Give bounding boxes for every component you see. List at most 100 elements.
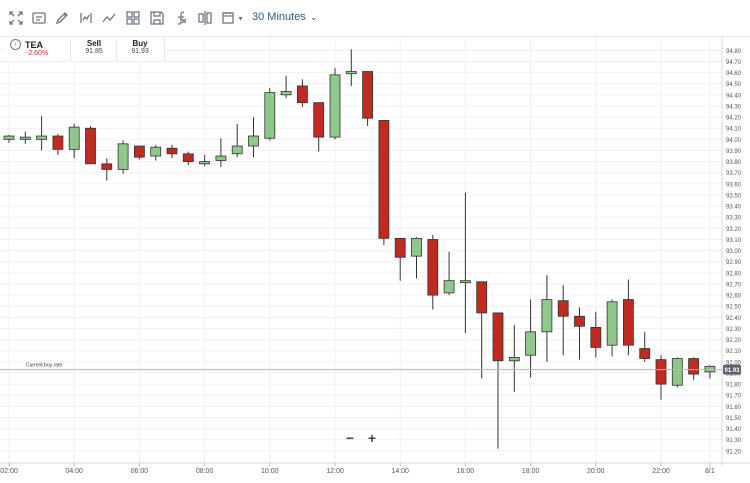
candle-down xyxy=(639,348,651,359)
y-tick-label: 94.80 xyxy=(726,49,742,55)
y-tick-label: 92.20 xyxy=(726,338,742,344)
candle-down xyxy=(296,85,308,104)
candle-up xyxy=(411,237,422,257)
y-tick-label: 93.40 xyxy=(726,205,742,211)
x-tick-label: 22:00 xyxy=(652,468,670,475)
fullscreen-icon[interactable] xyxy=(7,9,25,27)
x-tick-label: 8/1 xyxy=(705,468,715,475)
y-tick-label: 94.20 xyxy=(726,116,742,122)
chart-type-icon[interactable] xyxy=(100,9,118,27)
candle-up xyxy=(3,135,15,140)
x-tick-label: 12:00 xyxy=(326,468,344,475)
compare-icon[interactable] xyxy=(196,9,214,27)
y-tick-label: 94.70 xyxy=(726,60,742,66)
y-tick-label: 91.40 xyxy=(726,427,742,433)
candle-down xyxy=(492,312,504,362)
screenshot-icon[interactable] xyxy=(30,9,48,27)
x-tick-label: 08:00 xyxy=(196,468,214,475)
candle-up xyxy=(215,155,227,161)
x-tick-label: 18:00 xyxy=(522,468,540,475)
x-tick-label: 10:00 xyxy=(261,468,279,475)
candle-down xyxy=(590,326,602,348)
y-tick-label: 92.70 xyxy=(726,282,742,288)
draw-icon[interactable] xyxy=(53,9,71,27)
y-tick-label: 93.20 xyxy=(726,227,742,233)
calendar-icon[interactable]: ▾ xyxy=(220,9,244,27)
change-percent: -2.60% xyxy=(26,50,49,57)
y-tick-label: 91.50 xyxy=(726,416,742,422)
save-icon[interactable] xyxy=(148,9,166,27)
toolbar: ▾ 30 Minutes ⌄ xyxy=(0,0,750,37)
y-tick-label: 92.90 xyxy=(726,260,742,266)
candle-up xyxy=(36,135,47,140)
candle-up xyxy=(280,91,292,96)
candle-up xyxy=(19,136,31,140)
buy-label: Buy xyxy=(132,39,148,48)
buy-value: 91.93 xyxy=(131,48,149,55)
sell-button[interactable]: Sell 91.85 xyxy=(70,39,117,61)
y-tick-label: 93.50 xyxy=(726,193,742,199)
zoom-out-button[interactable]: − xyxy=(345,430,355,446)
y-tick-label: 93.80 xyxy=(726,160,742,166)
interval-dropdown[interactable]: 30 Minutes ⌄ xyxy=(252,11,317,23)
candle-up xyxy=(199,161,211,165)
candle-down xyxy=(362,71,374,119)
candle-down xyxy=(476,281,488,314)
candle-up xyxy=(525,331,536,356)
candle-up xyxy=(329,74,341,138)
y-tick-label: 93.00 xyxy=(726,249,742,255)
y-tick-label: 93.60 xyxy=(726,182,742,188)
candle-up xyxy=(541,299,553,333)
x-tick-label: 14:00 xyxy=(391,468,409,475)
y-tick-label: 91.70 xyxy=(726,394,742,400)
y-tick-label: 91.80 xyxy=(726,383,742,389)
y-tick-label: 93.10 xyxy=(726,238,742,244)
buy-button[interactable]: Buy 91.93 xyxy=(116,39,163,61)
current-rate-value: 91.93 xyxy=(724,368,740,374)
current-rate-badge xyxy=(723,364,741,375)
y-tick-label: 94.00 xyxy=(726,138,742,144)
y-tick-label: 92.00 xyxy=(726,360,742,366)
zoom-in-button[interactable]: + xyxy=(367,430,377,446)
current-rate-label: Current buy rate xyxy=(26,363,62,369)
candle-down xyxy=(557,300,569,317)
candle-down xyxy=(427,239,439,296)
candle-up xyxy=(231,145,243,155)
quote-panel: i TEA -2.60% Sell 91.85 Buy 91.93 xyxy=(4,37,165,61)
candle-down xyxy=(133,145,145,158)
candle-up xyxy=(68,126,80,150)
x-tick-label: 20:00 xyxy=(587,468,605,475)
candle-up xyxy=(117,143,129,170)
x-tick-label: 06:00 xyxy=(131,468,149,475)
candle-up xyxy=(443,280,455,294)
indicator-icon[interactable] xyxy=(77,9,95,27)
y-tick-label: 94.60 xyxy=(726,71,742,77)
candle-down xyxy=(313,102,325,138)
sell-value: 91.85 xyxy=(85,48,103,55)
candle-down xyxy=(688,358,699,375)
candle-down xyxy=(166,147,178,155)
candle-down xyxy=(85,127,96,165)
candle-down xyxy=(574,315,585,327)
candle-up xyxy=(248,135,259,147)
y-tick-label: 91.20 xyxy=(726,449,742,455)
candle-up xyxy=(606,301,618,346)
candle-up xyxy=(704,365,716,373)
formula-icon[interactable] xyxy=(172,9,190,27)
candle-down xyxy=(655,359,667,385)
chevron-down-icon: ⌄ xyxy=(309,11,318,22)
y-tick-label: 93.70 xyxy=(726,171,742,177)
candle-up xyxy=(150,146,162,157)
y-tick-label: 93.90 xyxy=(726,149,742,155)
y-tick-label: 93.30 xyxy=(726,216,742,222)
y-tick-label: 94.30 xyxy=(726,104,742,110)
candle-down xyxy=(182,153,194,163)
symbol-cell: i TEA -2.60% xyxy=(10,39,70,61)
info-icon[interactable]: i xyxy=(10,39,21,50)
zoom-controls: − + xyxy=(342,430,380,446)
candle-down xyxy=(378,120,390,239)
candle-down xyxy=(623,299,634,346)
layout-icon[interactable] xyxy=(124,9,142,27)
y-tick-label: 91.30 xyxy=(726,438,742,444)
